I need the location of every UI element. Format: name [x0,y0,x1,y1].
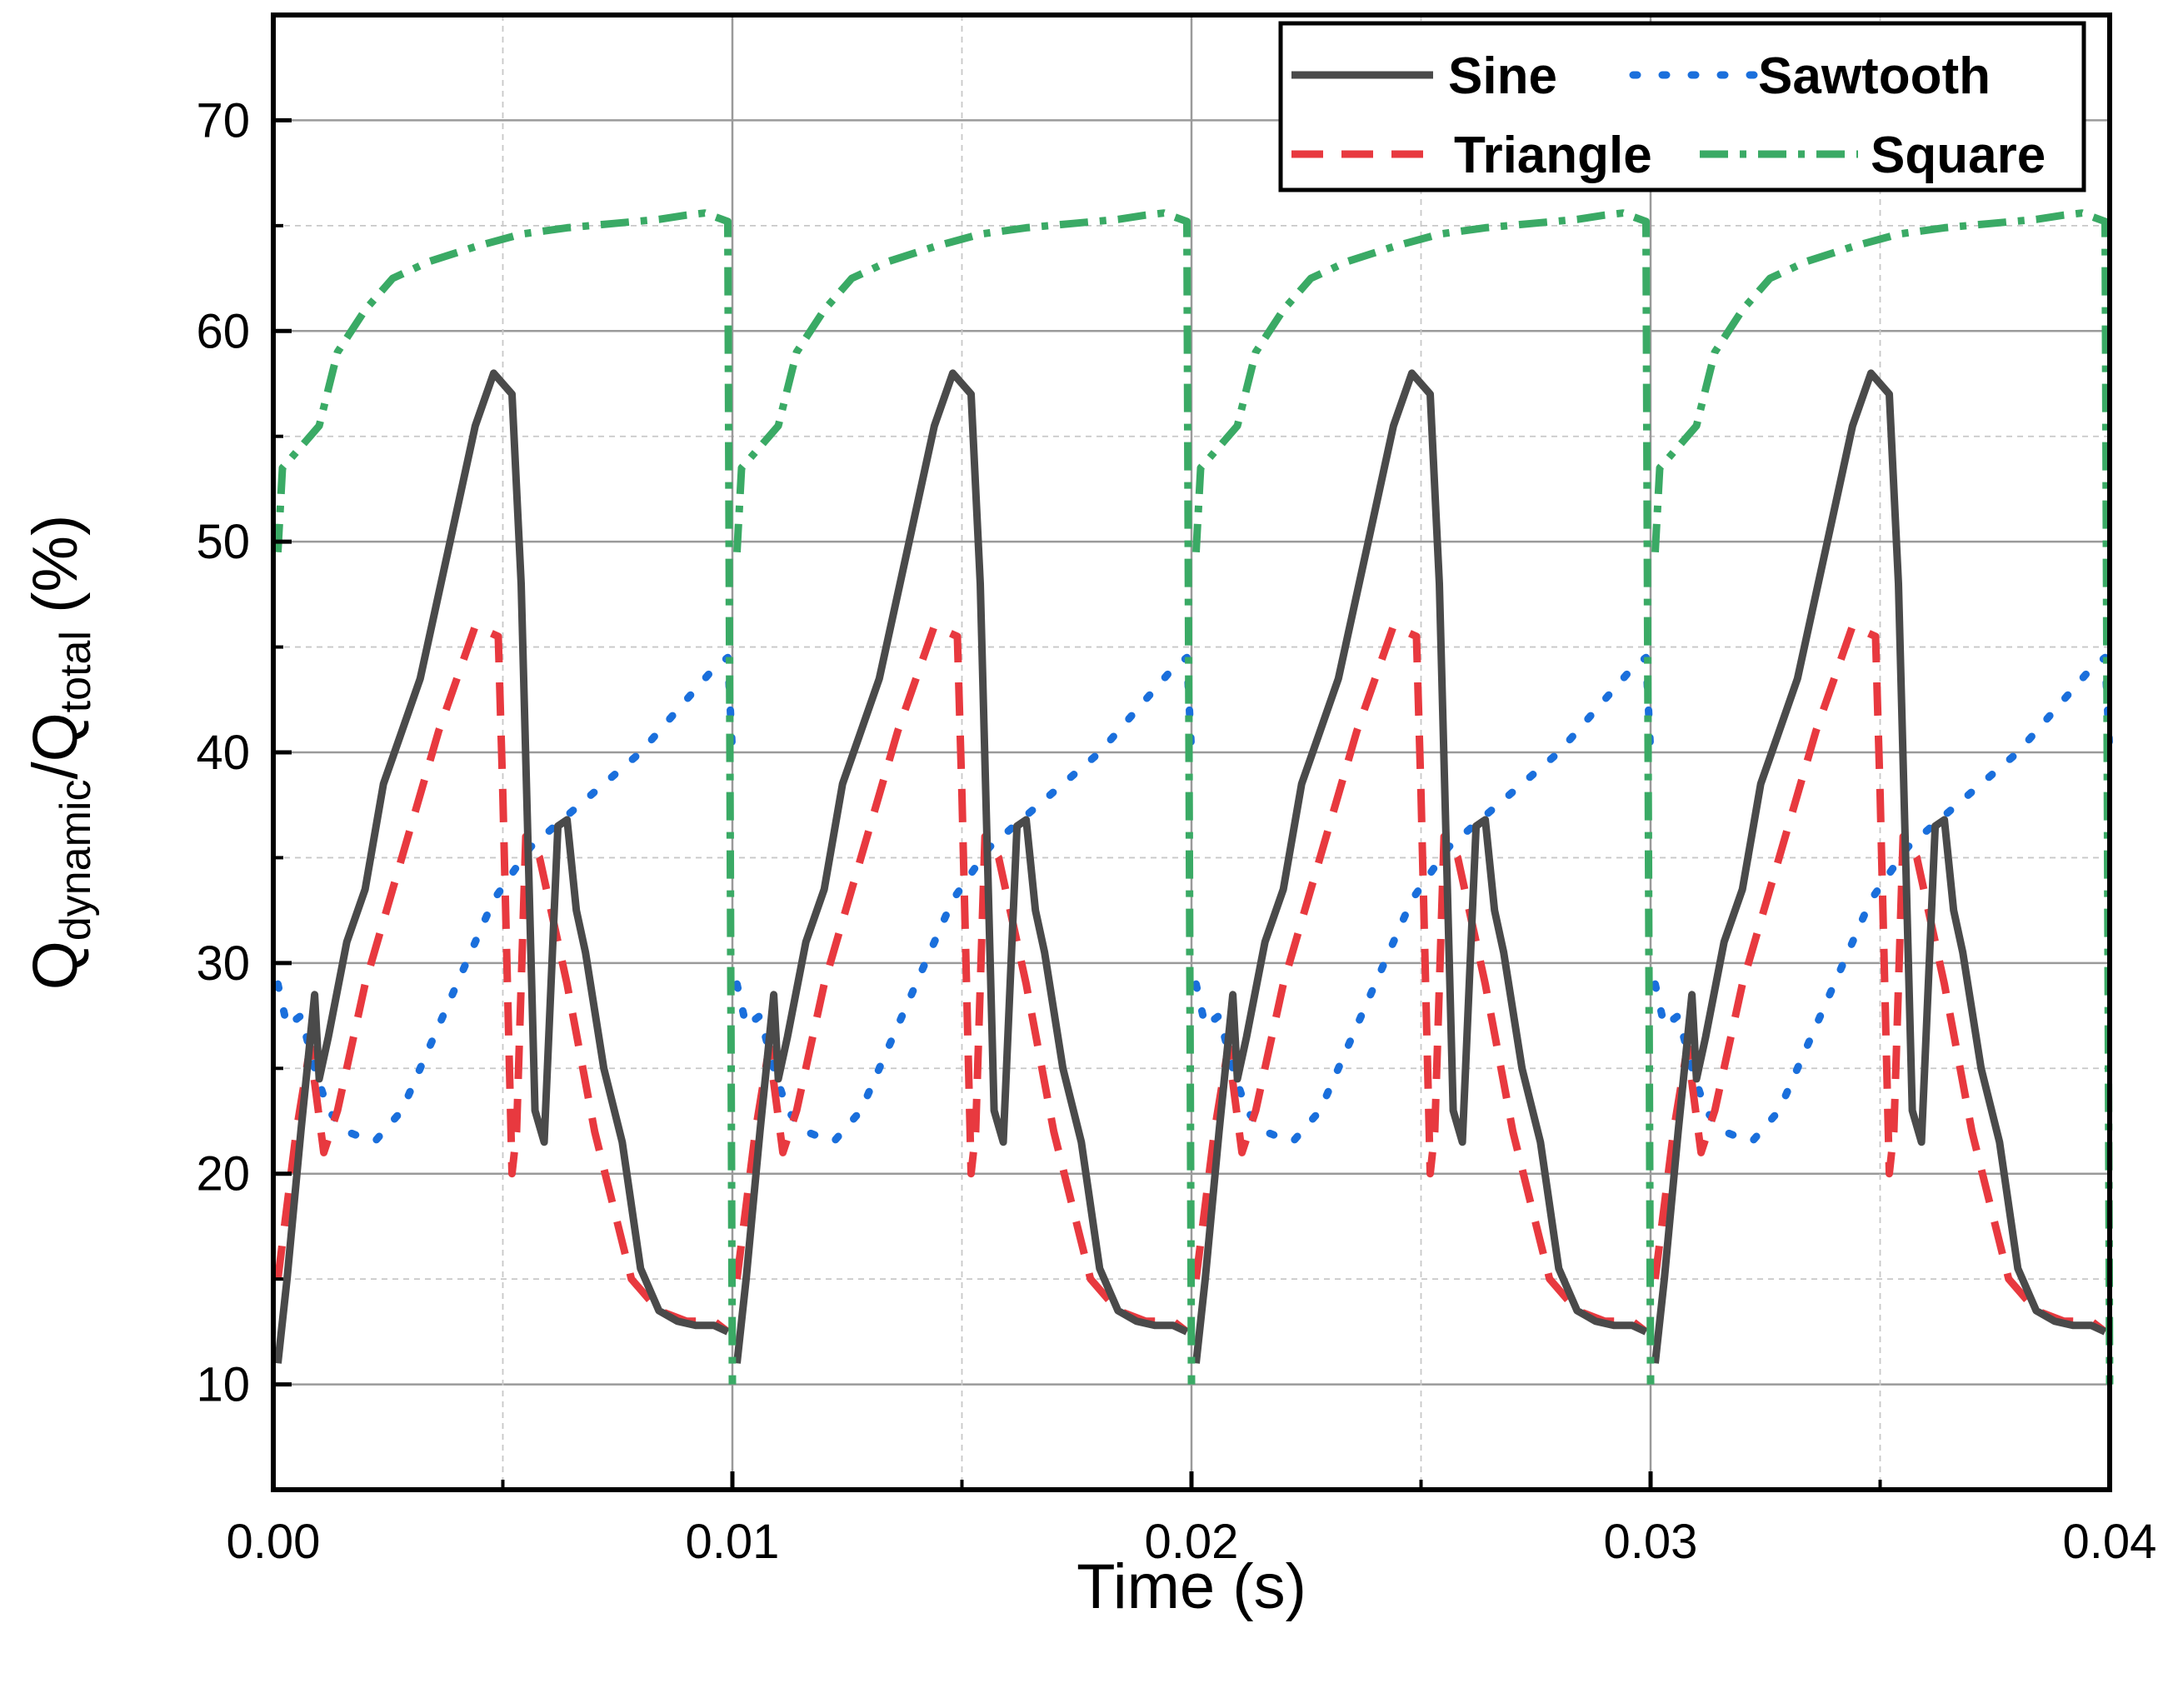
y-tick-label: 60 [196,304,250,358]
legend-label-triangle: Triangle [1454,127,1652,184]
x-tick-label: 0.00 [227,1515,321,1569]
y-axis-title-sep: /Q [20,712,91,779]
series-line-sine [274,369,2107,1364]
legend-label-sawtooth: Sawtooth [1758,47,1991,105]
y-tick-label: 50 [196,515,250,569]
y-axis-title-unit: (%) [20,515,91,631]
y-tick-label: 40 [196,726,250,780]
x-tick-label: 0.03 [1604,1515,1698,1569]
ticks: 10 20 30 40 50 60 70 0.00 0.01 0.02 0.03 0.04 [196,93,2156,1569]
x-tick-label: 0.01 [686,1515,780,1569]
series-group [274,209,2114,1385]
x-tick-label: 0.04 [2063,1515,2157,1569]
y-tick-label: 30 [196,936,250,991]
y-tick-label: 70 [196,93,250,147]
x-axis-title: Time (s) [1077,1551,1306,1622]
y-axis-title: Qdynamic/Qtotal (%) [20,515,100,991]
y-tick-label: 10 [196,1358,250,1412]
x-tick-label: 0.02 [1145,1515,1239,1569]
y-axis-title-sub2: total [52,631,100,712]
legend-box [1278,21,2086,192]
y-tick-label: 20 [196,1147,250,1201]
y-axis-title-q: Q [20,941,91,990]
legend: Sine Sawtooth Triangle Square [1278,21,2086,192]
y-axis-title-sub1: dynamic [52,780,100,941]
legend-label-sine: Sine [1448,47,1557,105]
legend-label-square: Square [1871,127,2046,184]
